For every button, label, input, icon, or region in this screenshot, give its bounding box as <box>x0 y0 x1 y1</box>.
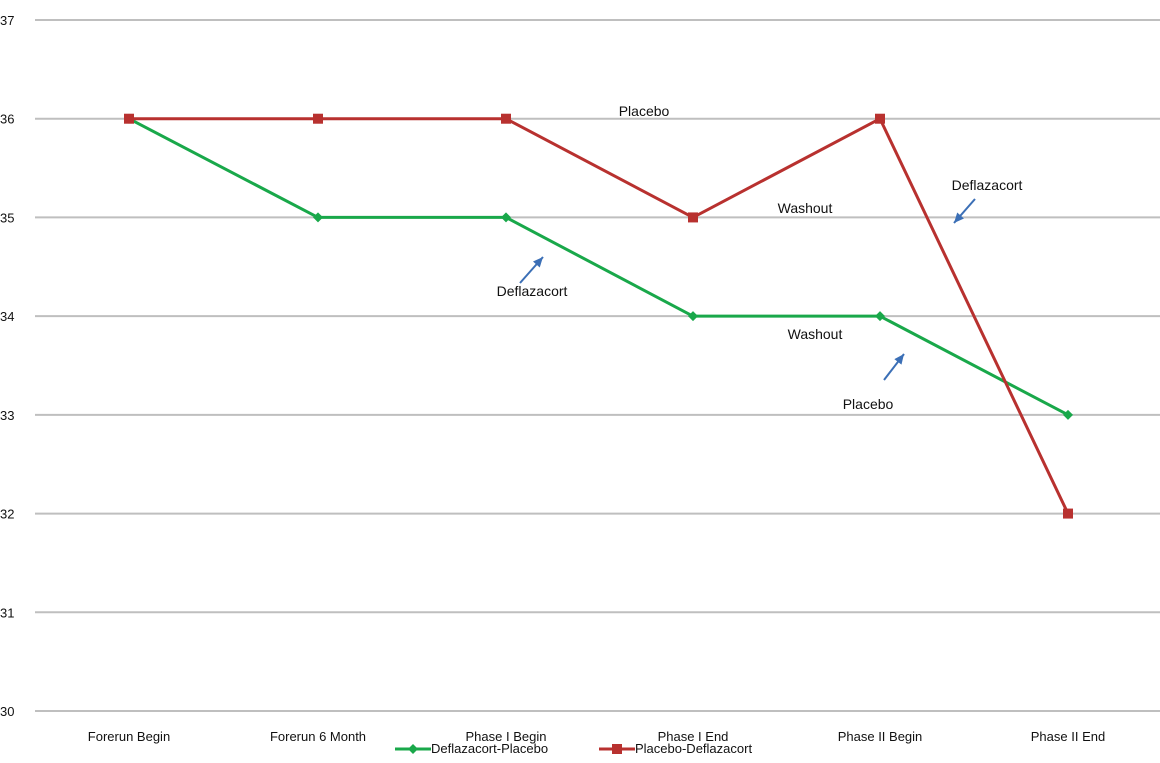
annotation-arrow-head <box>894 354 904 365</box>
data-point-square <box>875 113 885 124</box>
data-point-square <box>501 113 511 124</box>
legend-marker-square <box>612 744 622 754</box>
data-point-diamond <box>501 212 511 223</box>
data-point-square <box>313 113 323 124</box>
series-lines <box>128 117 1070 515</box>
x-axis-tick-labels: Forerun Begin Forerun 6 Month Phase I Begi… <box>88 729 1105 744</box>
y-tick-label: 36 <box>0 112 14 127</box>
annotation-arrow-head <box>533 257 543 268</box>
x-tick-label: Phase II Begin <box>838 729 923 744</box>
data-point-square <box>124 113 134 124</box>
y-tick-label: 30 <box>0 704 14 719</box>
annotation-label: Deflazacort <box>952 177 1023 193</box>
series-markers <box>124 113 1073 519</box>
gridlines <box>35 19 1160 712</box>
series-line-placebo-deflazacort <box>129 117 1070 515</box>
annotation-label: Placebo <box>843 396 894 412</box>
x-tick-label: Phase II End <box>1031 729 1105 744</box>
annotation-arrow-head <box>954 212 964 223</box>
legend: Deflazacort-Placebo Placebo-Deflazacort <box>395 741 752 756</box>
y-tick-label: 32 <box>0 507 14 522</box>
legend-label: Deflazacort-Placebo <box>431 741 548 756</box>
data-point-diamond <box>875 311 885 322</box>
annotation-label: Washout <box>778 200 833 216</box>
y-tick-label: 33 <box>0 408 14 423</box>
data-point-square <box>1063 508 1073 519</box>
x-tick-label: Forerun 6 Month <box>270 729 366 744</box>
x-tick-label: Phase I Begin <box>466 729 547 744</box>
annotations: Placebo Washout Deflazacort Deflazacort Wash… <box>497 103 1023 412</box>
data-point-diamond <box>1063 409 1073 420</box>
y-tick-label: 34 <box>0 309 14 324</box>
y-tick-label: 37 <box>0 13 14 28</box>
y-tick-label: 35 <box>0 210 14 225</box>
x-tick-label: Phase I End <box>658 729 729 744</box>
annotation-label: Washout <box>788 326 843 342</box>
data-point-diamond <box>313 212 323 223</box>
annotation-label: Deflazacort <box>497 283 568 299</box>
data-point-square <box>688 212 698 223</box>
x-tick-label: Forerun Begin <box>88 729 170 744</box>
legend-marker-diamond <box>408 744 418 754</box>
legend-label: Placebo-Deflazacort <box>635 741 752 756</box>
annotation-label: Placebo <box>619 103 670 119</box>
data-point-diamond <box>688 311 698 322</box>
y-axis-tick-labels: 30 31 32 33 34 35 36 37 <box>0 13 14 719</box>
y-tick-label: 31 <box>0 605 14 620</box>
series-line-deflazacort-placebo <box>128 117 1069 417</box>
